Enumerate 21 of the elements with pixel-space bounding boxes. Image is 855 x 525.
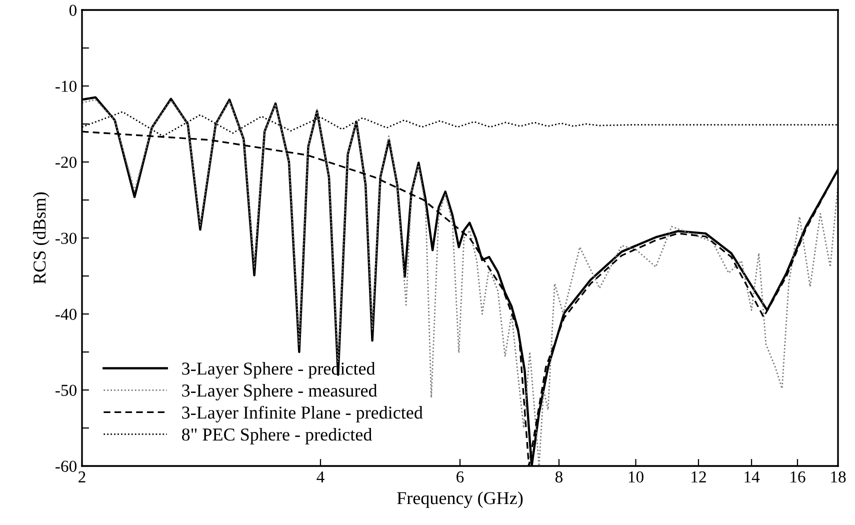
x-tick-label: 12 bbox=[692, 471, 706, 482]
legend-label: 3-Layer Sphere - measured bbox=[182, 384, 378, 400]
legend-label: 8" PEC Sphere - predicted bbox=[182, 428, 372, 444]
y-tick-label: -50 bbox=[56, 384, 77, 396]
y-axis-title: RCS (dBsm) bbox=[32, 192, 50, 284]
legend-label: 3-Layer Infinite Plane - predicted bbox=[182, 406, 423, 422]
x-axis-title: Frequency (GHz) bbox=[397, 492, 523, 508]
x-tick-label: 16 bbox=[790, 471, 806, 483]
x-tick-label: 8 bbox=[555, 471, 563, 483]
x-tick-label: 14 bbox=[744, 471, 760, 482]
y-tick-label: -30 bbox=[56, 232, 77, 244]
y-tick-label: -60 bbox=[56, 460, 77, 472]
x-tick-label: 10 bbox=[628, 471, 644, 483]
x-tick-label: 2 bbox=[78, 471, 86, 482]
x-tick-label: 18 bbox=[831, 471, 846, 483]
y-tick-label: -10 bbox=[56, 80, 77, 92]
y-tick-label: 0 bbox=[69, 4, 77, 16]
y-tick-label: -40 bbox=[56, 308, 77, 320]
x-tick-label: 4 bbox=[316, 471, 324, 482]
x-tick-label: 6 bbox=[456, 471, 464, 483]
y-tick-label: -20 bbox=[56, 156, 77, 168]
